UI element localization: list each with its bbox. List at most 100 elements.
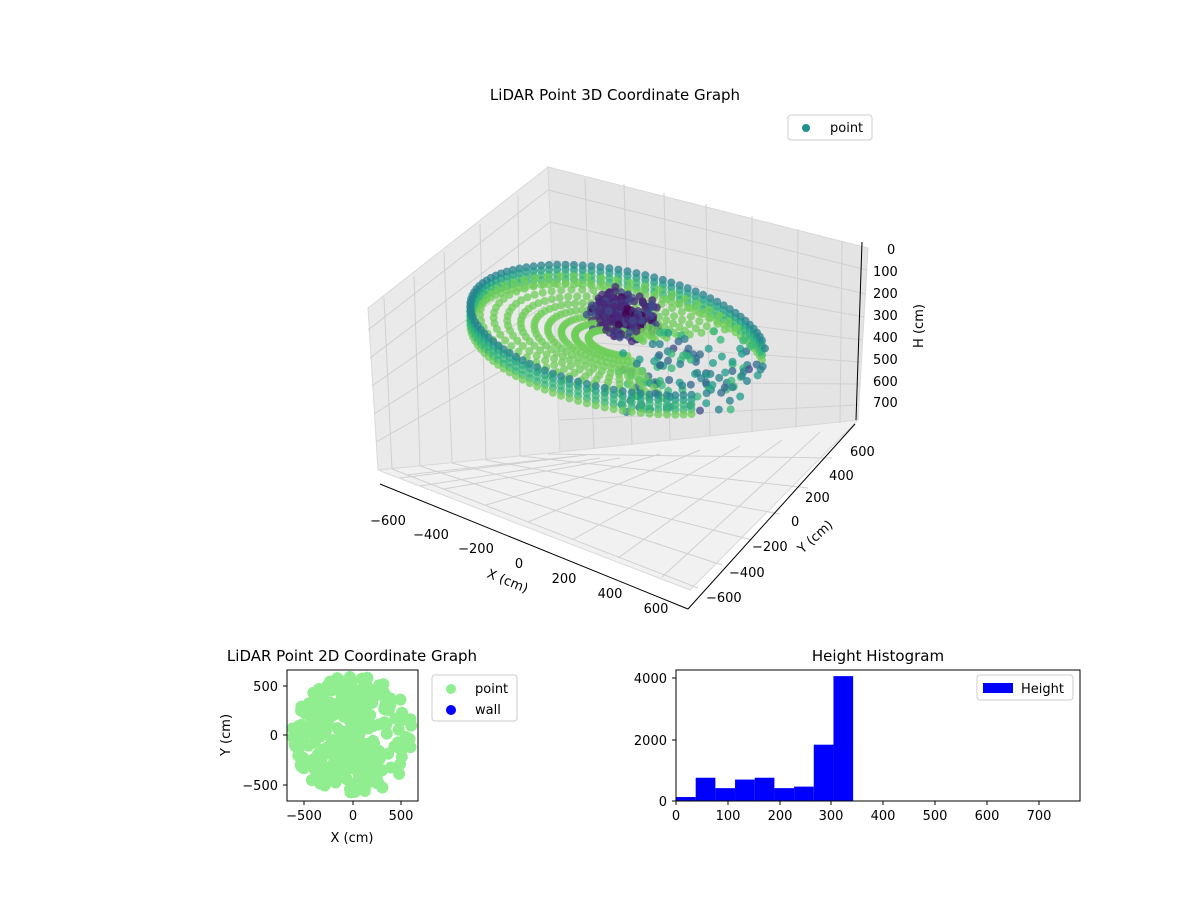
point-marker [571, 299, 580, 308]
histogram-bar [794, 786, 814, 801]
legend-3d-frame [787, 114, 873, 141]
legend-point-marker [446, 684, 456, 694]
point-marker [728, 383, 737, 392]
point-marker [395, 706, 408, 719]
point-marker [380, 727, 393, 740]
point-marker [529, 282, 538, 291]
histogram-bar [833, 676, 854, 801]
point-marker [668, 290, 677, 299]
point-marker [518, 375, 527, 384]
x-tick-label: 400 [598, 587, 623, 602]
legend-3d: point [787, 114, 873, 141]
y-tick-label: 400 [829, 469, 854, 484]
point-marker [505, 368, 514, 377]
point-marker [533, 382, 542, 391]
point-marker [378, 686, 391, 699]
point-marker [678, 381, 687, 390]
point-marker [334, 705, 347, 718]
h-tick-label: 600 [873, 375, 898, 390]
point-marker [739, 336, 748, 345]
point-marker [557, 286, 566, 295]
point-marker [355, 710, 368, 723]
point-marker [597, 274, 606, 283]
point-marker [393, 767, 406, 780]
point-marker [310, 716, 323, 729]
point-marker [539, 280, 548, 289]
point-marker [344, 782, 357, 795]
point-marker [295, 722, 308, 735]
point-marker [671, 410, 680, 419]
point-marker [728, 357, 737, 366]
legend-wall-marker [446, 705, 456, 715]
point-marker [676, 360, 685, 369]
point-marker [696, 350, 704, 359]
point-marker [565, 356, 574, 364]
point-marker [560, 365, 568, 374]
y-axis-2d-ticks: 500 0 −500 [242, 680, 287, 794]
histogram-bar [715, 788, 736, 801]
point-marker [602, 325, 611, 334]
point-marker [394, 693, 407, 706]
point-marker [736, 392, 745, 401]
y-tick-label: 4000 [634, 672, 667, 687]
x-tick-label: −200 [458, 542, 494, 557]
point-marker [566, 362, 575, 371]
point-marker [376, 781, 389, 794]
point-marker [507, 342, 516, 351]
point-marker [573, 353, 582, 362]
point-marker [756, 365, 765, 374]
point-marker [322, 679, 335, 692]
point-marker [662, 410, 671, 419]
h-tick-label: 300 [873, 309, 898, 324]
x-tick-label: −600 [370, 514, 406, 529]
scatter-3d-points [466, 260, 769, 419]
point-marker [670, 312, 678, 321]
point-marker [632, 359, 641, 368]
point-marker [520, 276, 529, 285]
point-marker [702, 378, 711, 387]
panel-histogram: Height Histogram 0 100 200 300 400 500 6… [634, 647, 1081, 824]
point-marker [289, 740, 302, 753]
point-marker [655, 351, 664, 360]
point-marker [573, 292, 582, 301]
y-tick-label: −500 [242, 779, 278, 794]
x-tick-label: 600 [975, 809, 1000, 824]
point-marker [679, 410, 688, 419]
point-marker [655, 340, 664, 349]
point-marker [662, 295, 671, 304]
point-marker [547, 287, 556, 296]
point-marker [600, 403, 609, 412]
point-marker [499, 364, 508, 373]
point-marker [715, 373, 724, 382]
point-marker [589, 286, 598, 295]
point-marker [595, 307, 604, 316]
point-marker [674, 299, 683, 308]
point-marker [341, 696, 354, 709]
point-marker [726, 405, 735, 414]
point-marker [708, 381, 717, 389]
histogram-bar [676, 797, 696, 801]
x-tick-label: 0 [672, 809, 680, 824]
histogram-bar [813, 744, 834, 801]
point-marker [540, 296, 549, 305]
point-marker [641, 373, 649, 381]
h-axis-3d-line [855, 241, 863, 421]
point-marker [685, 304, 694, 313]
point-marker [550, 361, 559, 369]
y-tick-label: −600 [706, 591, 742, 606]
point-marker [558, 358, 566, 367]
point-marker [686, 355, 695, 364]
point-marker [395, 750, 408, 763]
x-tick-label: 500 [923, 809, 948, 824]
x-tick-label: 400 [871, 809, 896, 824]
point-marker [686, 312, 695, 321]
x-tick-label: −400 [413, 528, 449, 543]
x-axis-3d-ticks: −600 −400 −200 0 200 400 600 [370, 514, 668, 617]
point-marker [639, 337, 648, 345]
point-marker [563, 300, 572, 309]
point-marker [678, 316, 686, 324]
point-marker [542, 350, 551, 359]
point-marker [717, 352, 726, 361]
point-marker [695, 317, 704, 326]
